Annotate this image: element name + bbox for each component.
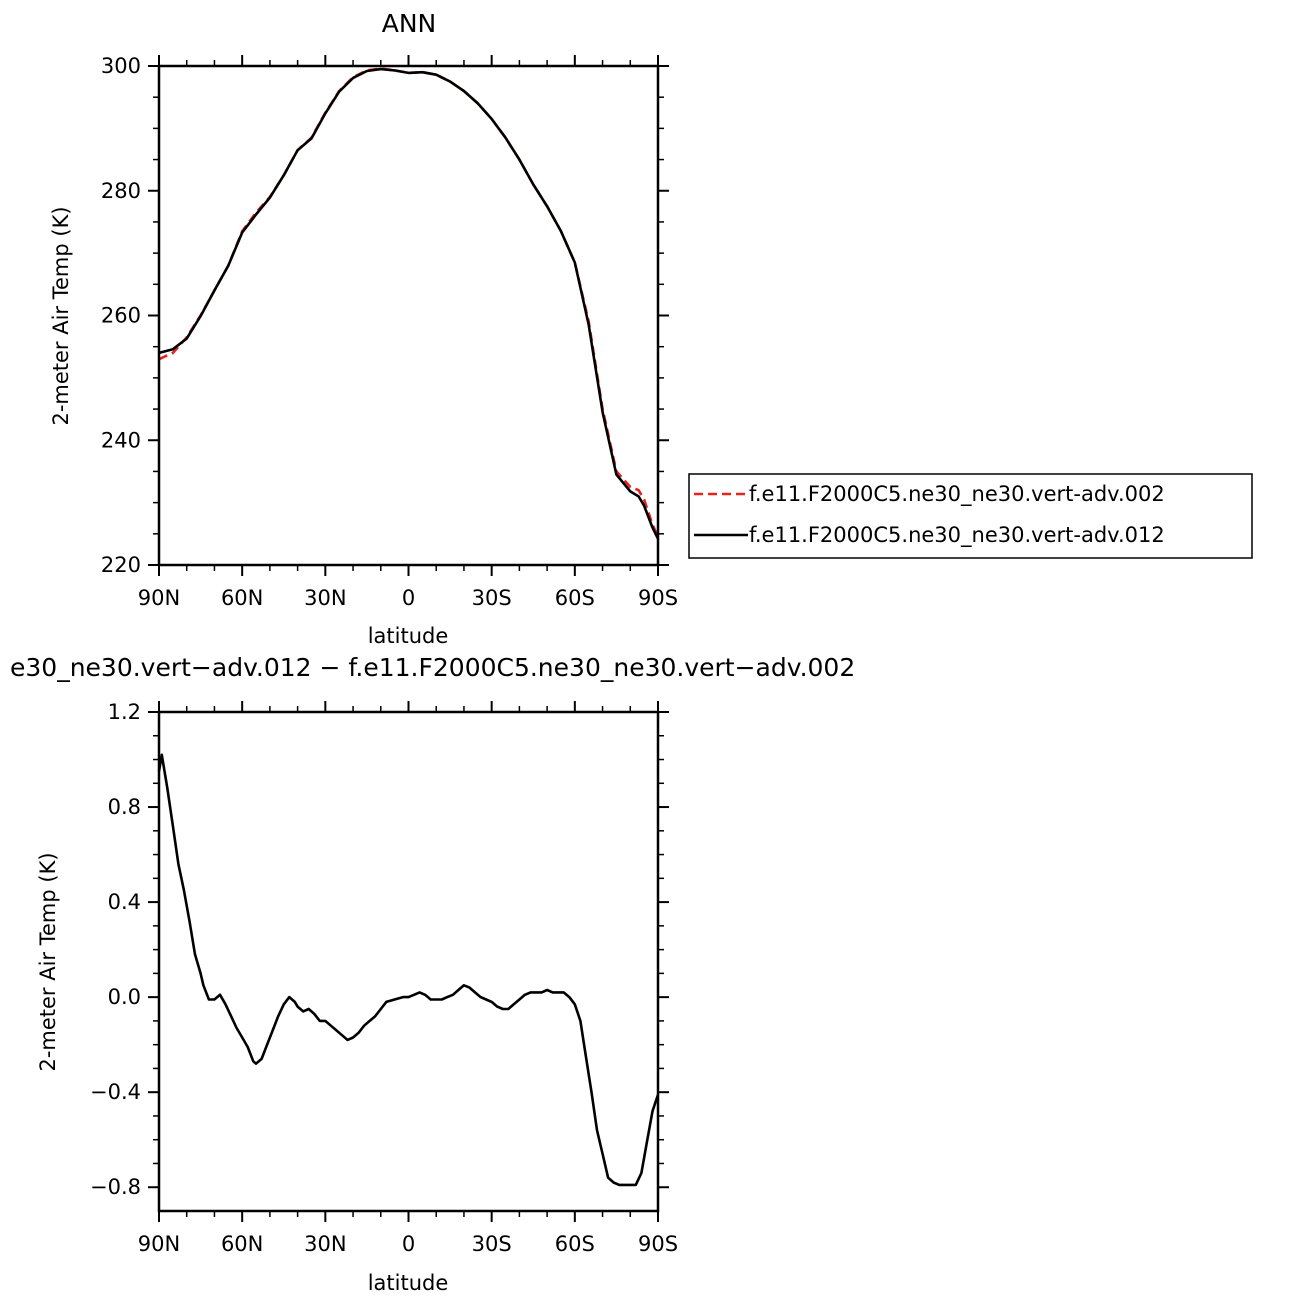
top-x-tick-label: 60N bbox=[221, 586, 263, 610]
top-chart-x-axis-label: latitude bbox=[368, 624, 449, 648]
bottom-chart-series bbox=[157, 753, 660, 1187]
legend-box bbox=[688, 473, 1253, 559]
bottom-chart-x-tick-labels: 90N 60N 30N 0 30S 60S 90S bbox=[138, 1232, 678, 1256]
bottom-x-tick-label: 30S bbox=[472, 1232, 512, 1256]
legend-entry-series-002: f.e11.F2000C5.ne30_ne30.vert-adv.002 bbox=[749, 482, 1165, 507]
top-x-tick-label: 90S bbox=[638, 586, 678, 610]
bottom-y-tick-label: 0.4 bbox=[108, 890, 141, 914]
bottom-y-tick-label: −0.8 bbox=[90, 1175, 141, 1199]
bottom-chart-y-axis-label: 2-meter Air Temp (K) bbox=[36, 852, 60, 1071]
top-chart-y-tick-labels: 220 240 260 280 300 bbox=[101, 54, 141, 577]
bottom-x-tick-label: 30N bbox=[304, 1232, 346, 1256]
bottom-x-tick-label: 90N bbox=[138, 1232, 180, 1256]
top-x-tick-label: 30S bbox=[472, 586, 512, 610]
bottom-chart-title: e30_ne30.vert−adv.012 − f.e11.F2000C5.ne… bbox=[10, 653, 855, 682]
bottom-series-line-0 bbox=[157, 753, 660, 1187]
top-chart-title: ANN bbox=[382, 9, 437, 38]
top-y-tick-label: 220 bbox=[101, 553, 141, 577]
bottom-chart-ticks bbox=[148, 701, 669, 1222]
bottom-x-tick-label: 0 bbox=[402, 1232, 415, 1256]
top-y-tick-label: 260 bbox=[101, 304, 141, 328]
top-chart-series bbox=[158, 67, 660, 540]
top-chart-legend: f.e11.F2000C5.ne30_ne30.vert-adv.002 f.e… bbox=[688, 473, 1253, 559]
bottom-y-tick-label: 0.8 bbox=[108, 795, 141, 819]
bottom-x-tick-label: 60S bbox=[555, 1232, 595, 1256]
top-chart-plot-frame bbox=[157, 64, 660, 567]
top-chart-ticks bbox=[148, 55, 669, 576]
top-x-tick-label: 30N bbox=[304, 586, 346, 610]
legend-entry-series-012: f.e11.F2000C5.ne30_ne30.vert-adv.012 bbox=[749, 523, 1165, 548]
top-x-tick-label: 90N bbox=[138, 586, 180, 610]
bottom-chart: e30_ne30.vert−adv.012 − f.e11.F2000C5.ne… bbox=[10, 653, 855, 1295]
top-y-tick-label: 240 bbox=[101, 428, 141, 452]
bottom-x-tick-label: 60N bbox=[221, 1232, 263, 1256]
bottom-y-tick-label: 0.0 bbox=[108, 985, 141, 1009]
top-chart-x-tick-labels: 90N 60N 30N 0 30S 60S 90S bbox=[138, 586, 678, 610]
bottom-y-tick-label: −0.4 bbox=[90, 1080, 141, 1104]
bottom-x-tick-label: 90S bbox=[638, 1232, 678, 1256]
top-x-tick-label: 60S bbox=[555, 586, 595, 610]
bottom-chart-plot-frame bbox=[157, 710, 660, 1213]
bottom-chart-y-tick-labels: −0.8 −0.4 0.0 0.4 0.8 1.2 bbox=[90, 700, 141, 1199]
bottom-chart-x-axis-label: latitude bbox=[368, 1271, 449, 1295]
top-series-line-1 bbox=[158, 67, 660, 540]
top-chart-y-axis-label: 2-meter Air Temp (K) bbox=[49, 206, 73, 425]
top-y-tick-label: 280 bbox=[101, 179, 141, 203]
top-x-tick-label: 0 bbox=[402, 586, 415, 610]
bottom-y-tick-label: 1.2 bbox=[108, 700, 141, 724]
top-y-tick-label: 300 bbox=[101, 54, 141, 78]
